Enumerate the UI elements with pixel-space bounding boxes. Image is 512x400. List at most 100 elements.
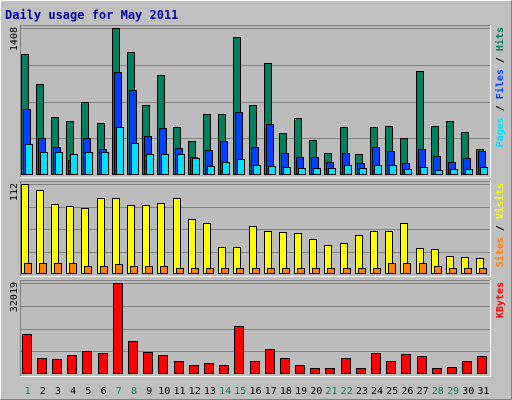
bar-visits-day-1 xyxy=(21,184,29,274)
bar-sites-day-29 xyxy=(449,268,457,274)
bar-visits-day-10 xyxy=(157,203,165,274)
bar-sites-day-2 xyxy=(39,263,47,274)
bar-pages-day-17 xyxy=(268,166,276,175)
bar-visits-day-13 xyxy=(203,223,211,274)
bar-sites-day-4 xyxy=(69,263,77,274)
bar-sites-day-21 xyxy=(327,268,335,274)
day-label-3: 3 xyxy=(55,386,61,397)
day-label-14: 14 xyxy=(219,386,231,397)
bar-kbytes-day-18 xyxy=(280,358,290,374)
bar-visits-day-7 xyxy=(112,198,120,274)
bar-sites-day-17 xyxy=(267,268,275,274)
scale-label-bot: 32019 xyxy=(9,282,20,312)
bar-sites-day-24 xyxy=(373,268,381,274)
day-label-30: 30 xyxy=(462,386,474,397)
bar-pages-day-13 xyxy=(207,166,215,175)
day-label-29: 29 xyxy=(447,386,459,397)
day-label-18: 18 xyxy=(280,386,292,397)
day-label-6: 6 xyxy=(101,386,107,397)
bar-visits-day-9 xyxy=(142,205,150,274)
bar-sites-day-14 xyxy=(221,268,229,274)
day-labels: 1 2 3 4 5 6 7 8 9 10 11 12 13 14 15 16 17 18 19 20 21 22 23 24 2… xyxy=(25,386,490,397)
bar-sites-day-20 xyxy=(312,268,320,274)
bar-pages-day-31 xyxy=(480,167,488,175)
bar-kbytes-day-4 xyxy=(67,355,77,374)
bar-pages-day-25 xyxy=(389,165,397,175)
day-label-8: 8 xyxy=(131,386,137,397)
bar-sites-day-22 xyxy=(343,268,351,274)
bar-pages-day-24 xyxy=(374,165,382,175)
legend-entry-files: Files xyxy=(494,69,506,99)
bar-pages-day-15 xyxy=(237,159,245,175)
scale-label-top: 1408 xyxy=(9,27,20,51)
day-label-20: 20 xyxy=(310,386,322,397)
bar-kbytes-day-31 xyxy=(477,356,487,374)
bar-pages-day-19 xyxy=(298,168,306,175)
legend-separator: / xyxy=(495,219,506,237)
bar-sites-day-9 xyxy=(145,266,153,274)
bar-sites-day-28 xyxy=(434,266,442,274)
bar-kbytes-day-9 xyxy=(143,352,153,374)
legend-entry-pages: Pages xyxy=(495,117,506,147)
bar-pages-day-7 xyxy=(116,127,124,175)
bar-kbytes-day-10 xyxy=(158,355,168,374)
bar-sites-day-27 xyxy=(419,263,427,274)
bar-kbytes-day-17 xyxy=(265,349,275,374)
day-label-15: 15 xyxy=(234,386,246,397)
series-pages xyxy=(25,127,488,175)
bar-kbytes-day-7 xyxy=(113,283,123,374)
bar-kbytes-day-16 xyxy=(250,361,260,374)
bar-kbytes-day-1 xyxy=(22,334,32,374)
bar-visits-day-11 xyxy=(173,198,181,274)
day-label-16: 16 xyxy=(249,386,261,397)
legend-entry-kbytes: KBytes xyxy=(495,282,506,318)
bar-sites-day-6 xyxy=(100,266,108,274)
scale-label-mid: 112 xyxy=(9,183,20,201)
bar-sites-day-23 xyxy=(358,268,366,274)
bar-kbytes-day-26 xyxy=(401,354,411,374)
bar-visits-day-12 xyxy=(188,219,196,274)
bar-kbytes-day-6 xyxy=(98,353,108,374)
bar-pages-day-14 xyxy=(222,162,230,175)
bar-sites-day-12 xyxy=(191,268,199,274)
bar-sites-day-13 xyxy=(206,268,214,274)
day-label-5: 5 xyxy=(85,386,91,397)
bar-pages-day-29 xyxy=(450,169,458,175)
bar-visits-day-16 xyxy=(249,226,257,274)
day-label-31: 31 xyxy=(477,386,489,397)
bar-visits-day-2 xyxy=(36,190,44,274)
legend-mid: Sites / Visits xyxy=(494,183,506,267)
bar-kbytes-day-28 xyxy=(432,368,442,374)
bar-sites-day-1 xyxy=(24,263,32,274)
bar-sites-day-7 xyxy=(115,264,123,274)
legend-entry-visits: Visits xyxy=(494,183,506,219)
bar-pages-day-30 xyxy=(465,169,473,175)
day-label-23: 23 xyxy=(356,386,368,397)
bar-kbytes-day-22 xyxy=(341,358,351,374)
bar-sites-day-25 xyxy=(388,263,396,274)
bar-kbytes-day-20 xyxy=(310,368,320,374)
bar-kbytes-day-24 xyxy=(371,353,381,374)
bar-pages-day-23 xyxy=(359,168,367,175)
day-label-13: 13 xyxy=(204,386,216,397)
bar-kbytes-day-8 xyxy=(128,341,138,374)
bar-pages-day-8 xyxy=(131,143,139,175)
day-label-7: 7 xyxy=(116,386,122,397)
bar-pages-day-1 xyxy=(25,144,33,175)
day-label-1: 1 xyxy=(25,386,31,397)
bar-pages-day-12 xyxy=(192,158,200,175)
day-label-26: 26 xyxy=(401,386,413,397)
bar-visits-day-6 xyxy=(97,198,105,274)
day-label-11: 11 xyxy=(173,386,185,397)
bar-sites-day-18 xyxy=(282,268,290,274)
panel-mid: 112 Sites / Visits xyxy=(9,181,506,277)
bar-visits-day-17 xyxy=(264,231,272,274)
bar-kbytes-day-14 xyxy=(219,365,229,374)
panels: 1408 Pages / Files / Hits 112 Sites / Visit… xyxy=(9,25,506,377)
bar-pages-day-3 xyxy=(55,152,63,175)
bar-sites-day-26 xyxy=(403,263,411,274)
bar-kbytes-day-27 xyxy=(417,356,427,374)
bar-visits-day-24 xyxy=(370,231,378,274)
series-sites xyxy=(24,263,487,274)
